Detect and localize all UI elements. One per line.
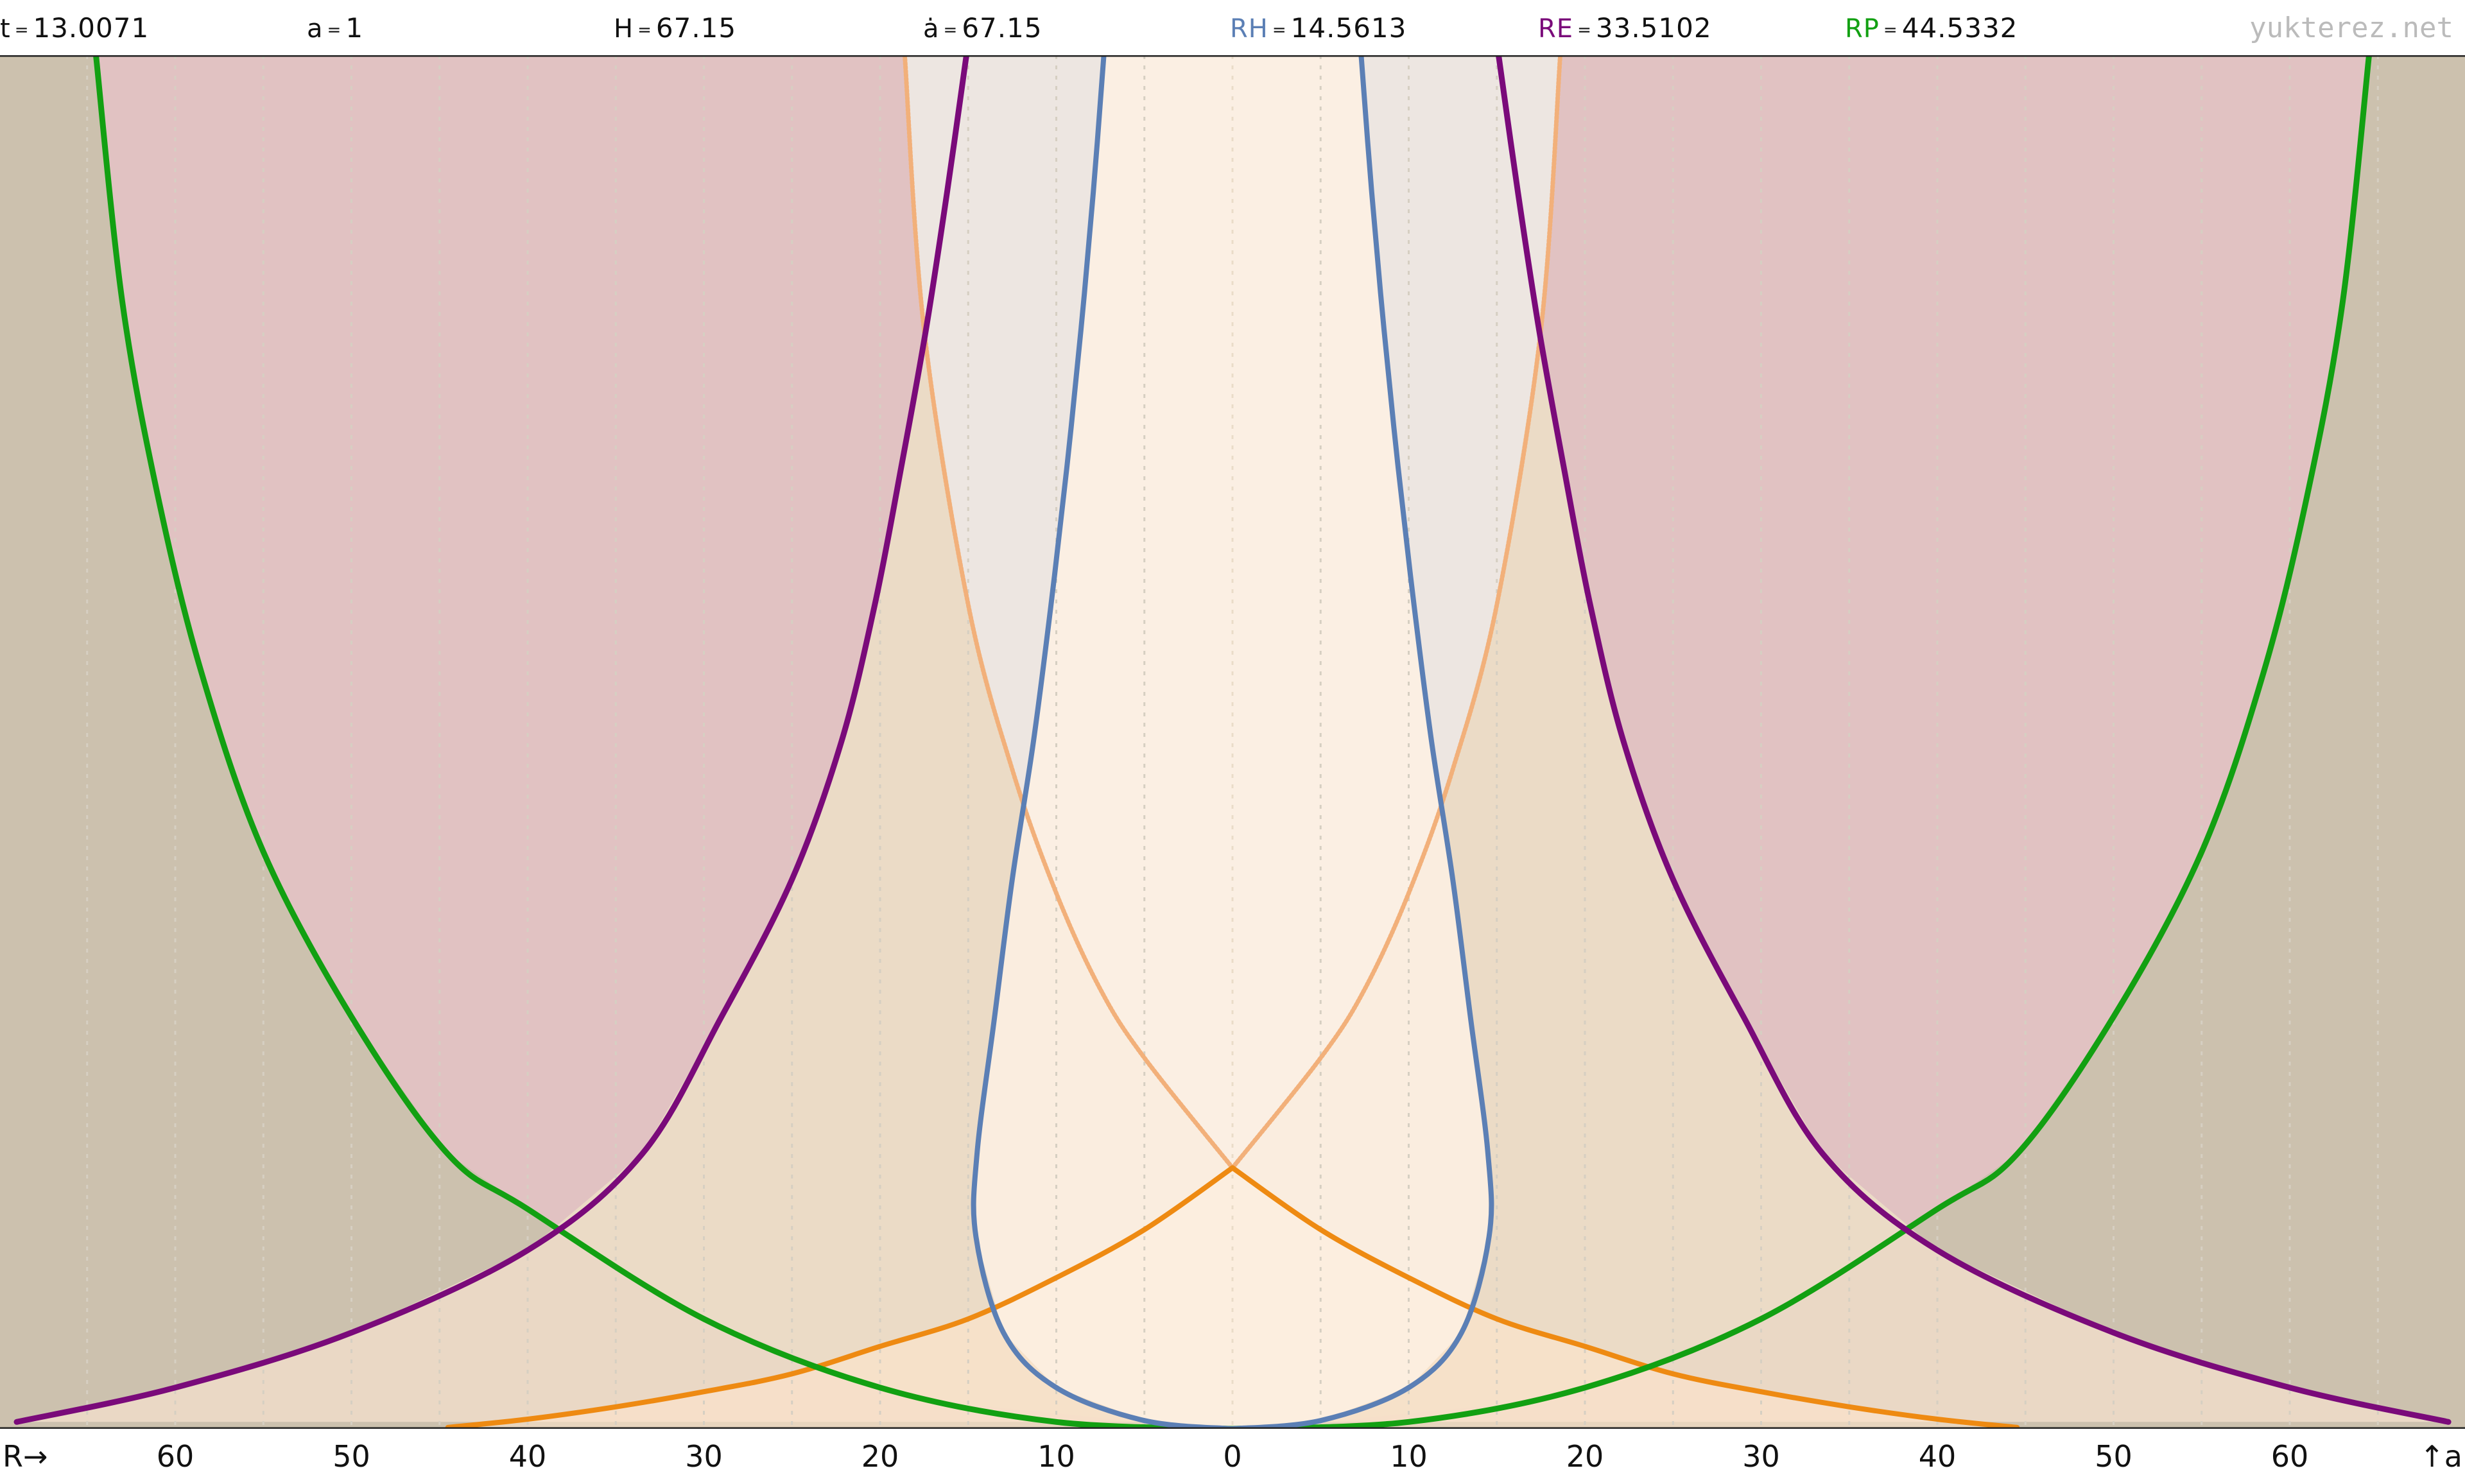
grid-lines xyxy=(86,55,2379,1429)
event-horizon-left xyxy=(13,55,969,1425)
x-tick-label: 10 xyxy=(1037,1439,1075,1474)
x-tick-label: 50 xyxy=(2095,1439,2132,1474)
x-tick-label: 0 xyxy=(1223,1439,1242,1474)
readout-eq: = xyxy=(637,20,652,40)
x-axis-label: R→ xyxy=(3,1439,48,1474)
header-readout-5: RE = 33.5102 xyxy=(1538,9,1712,47)
x-tick-label: 60 xyxy=(2270,1439,2309,1474)
region-fills xyxy=(0,55,2465,1429)
readout-label: a xyxy=(307,14,324,44)
readout-eq: = xyxy=(14,20,30,40)
readout-label: RH xyxy=(1230,14,1268,44)
readout-value: 67.15 xyxy=(655,12,737,44)
header-readout-2: H = 67.15 xyxy=(614,9,736,47)
readout-label: t xyxy=(0,14,11,44)
x-tick-label: 20 xyxy=(1566,1439,1604,1474)
site-watermark: yukterez.net xyxy=(2249,12,2453,44)
readout-value: 14.5613 xyxy=(1290,12,1407,44)
x-tick-label: 30 xyxy=(685,1439,723,1474)
header-readout-1: a = 1 xyxy=(307,9,363,47)
readout-value: 13.0071 xyxy=(33,12,150,44)
x-tick-label: 20 xyxy=(861,1439,899,1474)
readout-label: RP xyxy=(1845,14,1880,44)
event-horizon-right xyxy=(1496,55,2452,1425)
header-readout-6: RP = 44.5332 xyxy=(1845,9,2018,47)
readout-value: 67.15 xyxy=(962,12,1042,44)
header-readout-0: t = 13.0071 xyxy=(0,9,149,47)
readout-eq: = xyxy=(1883,20,1898,40)
readout-eq: = xyxy=(943,20,958,40)
fill-outer-left xyxy=(0,55,1198,1429)
particle-horizon-right xyxy=(1229,55,2372,1429)
header-readout-4: RH = 14.5613 xyxy=(1230,9,1406,47)
lightcone-upper-left xyxy=(902,55,1235,1170)
fill-hubble-region xyxy=(976,55,1489,1429)
lightcone-lower-right xyxy=(1230,1165,2020,1429)
horizon-chart xyxy=(0,55,2465,1429)
y-axis-label: ↑a xyxy=(2419,1439,2462,1474)
x-tick-label: 40 xyxy=(1918,1439,1957,1474)
readout-value: 1 xyxy=(345,12,364,44)
x-tick-label: 30 xyxy=(1742,1439,1780,1474)
readout-eq: = xyxy=(1577,20,1592,40)
particle-horizon-left xyxy=(93,55,1236,1429)
readout-label: ȧ xyxy=(923,14,940,44)
lightcone-upper-right xyxy=(1230,55,1563,1170)
hubble-sphere-left xyxy=(971,55,1235,1429)
readout-eq: = xyxy=(327,20,342,40)
header-bar xyxy=(0,0,2465,55)
fill-outer-right xyxy=(1267,55,2465,1429)
x-axis: R→ ↑a 60 50 40 30 20 10 0 10 20 30 40 50 60 xyxy=(0,1429,2465,1484)
x-tick-label: 60 xyxy=(156,1439,195,1474)
readout-label: H xyxy=(614,14,634,44)
curve-lines xyxy=(13,55,2452,1429)
readout-value: 44.5332 xyxy=(1901,12,2018,44)
readout-value: 33.5102 xyxy=(1595,12,1712,44)
lightcone-lower-left xyxy=(445,1165,1235,1429)
x-tick-label: 10 xyxy=(1390,1439,1428,1474)
readout-label: RE xyxy=(1538,14,1574,44)
x-tick-label: 50 xyxy=(333,1439,370,1474)
header-readout-3: ȧ = 67.15 xyxy=(923,9,1042,47)
x-tick-label: 40 xyxy=(508,1439,547,1474)
readout-eq: = xyxy=(1272,20,1287,40)
hubble-sphere-right xyxy=(1230,55,1494,1429)
